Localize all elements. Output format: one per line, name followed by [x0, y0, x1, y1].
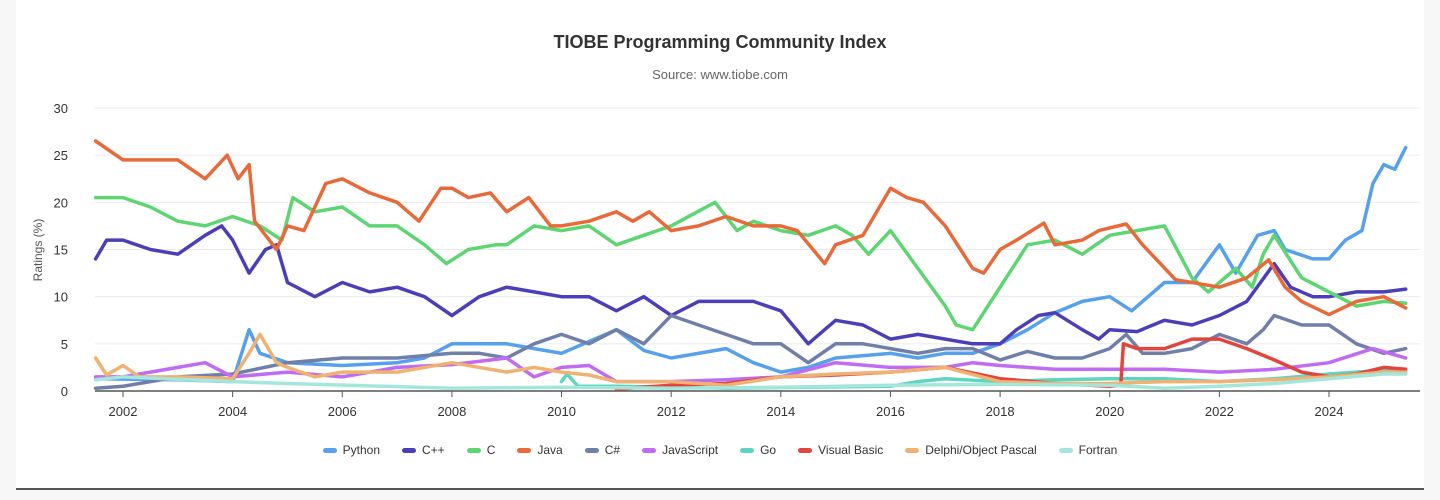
legend-label: JavaScript: [662, 443, 719, 457]
x-tick-label: 2002: [109, 404, 138, 419]
x-tick-label: 2024: [1315, 404, 1344, 419]
x-tick-label: 2008: [437, 404, 466, 419]
series-line-fortran: [93, 372, 1408, 390]
y-tick-label: 30: [54, 101, 68, 116]
legend-item-fortran[interactable]: Fortran: [1058, 443, 1118, 457]
legend-item-c-[interactable]: C#: [584, 443, 621, 457]
x-tick-label: 2018: [986, 404, 1015, 419]
x-tick-label: 2014: [766, 404, 795, 419]
series-line-delphi-object-pascal: [93, 332, 1408, 388]
x-tick-label: 2012: [657, 404, 686, 419]
legend-label: Go: [760, 443, 777, 457]
legend-item-python[interactable]: Python: [322, 443, 380, 457]
legend-item-javascript[interactable]: JavaScript: [642, 443, 718, 457]
legend-label: Delphi/Object Pascal: [925, 443, 1037, 457]
legend-item-go[interactable]: Go: [740, 443, 776, 457]
series-line-javascript: [93, 346, 1408, 384]
legend-label: C: [486, 443, 496, 457]
legend-swatch: [322, 447, 337, 453]
legend-swatch: [466, 447, 481, 453]
legend-item-c-[interactable]: C++: [402, 443, 445, 457]
series-line-java: [93, 139, 1408, 317]
y-axis-label: Ratings (%): [31, 219, 45, 282]
x-tick-label: 2010: [547, 404, 576, 419]
legend-swatch: [402, 447, 416, 453]
chart-subtitle: Source: www.tiobe.com: [652, 67, 788, 82]
series-line-c-: [93, 224, 1408, 346]
legend-label: Fortran: [1078, 443, 1118, 457]
x-tick-label: 2006: [328, 404, 357, 419]
legend-label: Java: [537, 443, 563, 457]
legend-label: C#: [604, 443, 621, 457]
legend-item-java[interactable]: Java: [517, 443, 563, 457]
y-tick-label: 20: [54, 195, 68, 210]
legend-swatch: [517, 447, 532, 453]
y-tick-label: 15: [54, 243, 68, 258]
legend-item-c[interactable]: C: [466, 443, 496, 457]
x-tick-label: 2020: [1095, 404, 1124, 419]
legend-swatch: [740, 447, 755, 453]
y-tick-label: 0: [61, 384, 68, 399]
x-tick-label: 2004: [218, 404, 247, 419]
legend-item-delphi-object-pascal[interactable]: Delphi/Object Pascal: [905, 443, 1037, 457]
legend-item-visual-basic[interactable]: Visual Basic: [798, 443, 883, 457]
legend-label: Visual Basic: [818, 443, 884, 457]
series-line-c-: [93, 313, 1408, 390]
legend-label: C++: [422, 443, 445, 457]
legend-swatch: [1058, 447, 1073, 453]
x-tick-label: 2016: [876, 404, 905, 419]
chart-title: TIOBE Programming Community Index: [553, 32, 887, 52]
legend-swatch: [584, 447, 599, 453]
legend-swatch: [642, 447, 657, 453]
series-line-c: [93, 195, 1408, 332]
y-tick-label: 10: [54, 290, 68, 305]
chart-card: [16, 0, 1424, 490]
series-line-python: [93, 145, 1408, 384]
y-tick-label: 5: [61, 337, 68, 352]
x-tick-label: 2022: [1205, 404, 1234, 419]
legend-swatch: [798, 447, 813, 453]
line-chart: 0 5 10 15 20 25 30 2002 2004 2006 2008 2010 2012 2014…: [31, 101, 1420, 419]
y-tick-label: 25: [54, 148, 68, 163]
legend-swatch: [905, 447, 920, 453]
legend-label: Python: [342, 443, 380, 457]
chart-legend: Python C++ C Java C# JavaScript Go Visual Basic…: [0, 443, 1440, 457]
